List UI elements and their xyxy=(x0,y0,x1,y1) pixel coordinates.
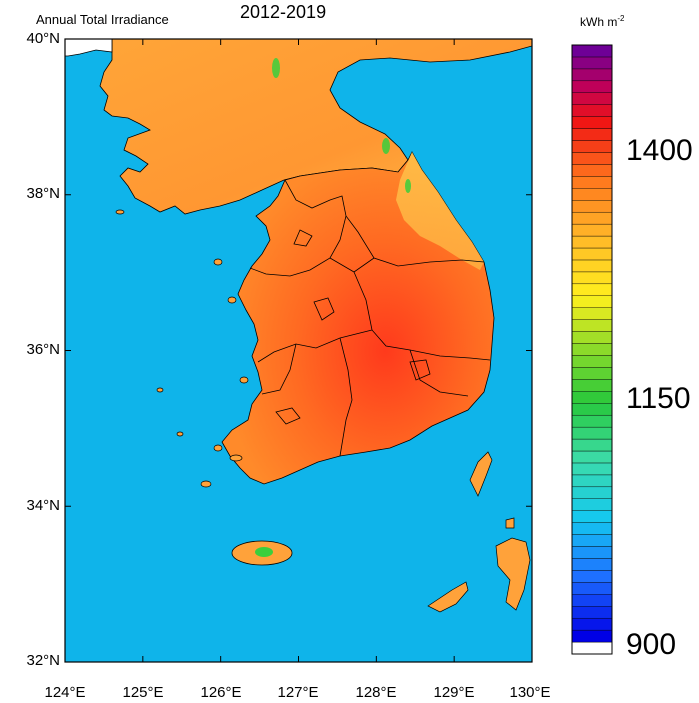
colorbar-band xyxy=(571,128,613,141)
colorbar-label: 900 xyxy=(626,628,677,661)
colorbar-band xyxy=(571,295,613,308)
colorbar-band xyxy=(571,403,613,416)
colorbar-band xyxy=(571,56,613,70)
colorbar-band xyxy=(571,438,613,452)
colorbar-band xyxy=(571,510,613,523)
colorbar-band xyxy=(571,116,613,129)
colorbar-frame xyxy=(571,44,613,655)
colorbar-band xyxy=(571,223,613,237)
colorbar-band xyxy=(571,414,613,428)
axis-ticks xyxy=(64,38,533,663)
unit-text: kWh m xyxy=(580,15,618,29)
province-boundaries xyxy=(249,179,491,457)
colorbar xyxy=(571,44,613,655)
colorbar-band xyxy=(571,211,613,225)
unit-exponent: -2 xyxy=(617,14,625,23)
colorbar-band xyxy=(571,522,613,535)
colorbar-band xyxy=(571,474,613,488)
colorbar-band xyxy=(571,271,613,285)
colorbar-band xyxy=(571,462,613,476)
colorbar-band xyxy=(571,140,613,153)
colorbar-band xyxy=(571,235,613,249)
colorbar-band xyxy=(571,44,613,58)
colorbar-band xyxy=(571,582,613,595)
colorbar-band xyxy=(571,570,613,583)
colorbar-band xyxy=(571,606,613,619)
colorbar-band xyxy=(571,486,613,499)
colorbar-band xyxy=(571,426,613,440)
colorbar-label: 1400 xyxy=(626,134,693,167)
jeju-peak xyxy=(255,547,273,557)
colorbar-band xyxy=(571,379,613,392)
lon-tick-label: 130°E xyxy=(509,684,551,701)
colorbar-band xyxy=(571,176,613,189)
colorbar-band xyxy=(571,617,613,631)
colorbar-band xyxy=(571,92,613,105)
colorbar-band xyxy=(571,331,613,344)
colorbar-band xyxy=(571,247,613,261)
colorbar-band xyxy=(571,307,613,320)
colorbar-band xyxy=(571,391,613,404)
lon-tick-label: 127°E xyxy=(277,684,319,701)
lon-tick-label: 124°E xyxy=(44,684,86,701)
colorbar-band xyxy=(571,283,613,296)
colorbar-band xyxy=(571,367,613,380)
colorbar-band xyxy=(571,450,613,464)
colorbar-band xyxy=(571,164,613,177)
colorbar-band xyxy=(571,68,613,82)
east-coast-band xyxy=(396,152,484,270)
colorbar-band xyxy=(571,641,613,655)
colorbar-band xyxy=(571,200,613,213)
colorbar-band xyxy=(571,629,613,643)
colorbar-band xyxy=(571,80,613,93)
north-landmass xyxy=(99,38,533,215)
lon-tick-label: 125°E xyxy=(122,684,164,701)
colorbar-band xyxy=(571,104,613,117)
lat-tick-label: 34°N xyxy=(26,497,60,514)
colorbar-band xyxy=(571,546,613,559)
lat-tick-label: 36°N xyxy=(26,341,60,358)
colorbar-band xyxy=(571,534,613,547)
islands xyxy=(115,209,531,613)
lat-tick-label: 32°N xyxy=(26,652,60,669)
colorbar-band xyxy=(571,188,613,201)
lon-tick-label: 129°E xyxy=(433,684,475,701)
colorbar-band xyxy=(571,558,613,571)
lon-tick-label: 126°E xyxy=(200,684,242,701)
colorbar-band xyxy=(571,498,613,511)
lon-tick-label: 128°E xyxy=(355,684,397,701)
lat-tick-label: 38°N xyxy=(26,185,60,202)
map-title: 2012-2019 xyxy=(240,2,327,22)
colorbar-band xyxy=(571,343,613,356)
forest-patches xyxy=(272,58,411,193)
map-subtitle: Annual Total Irradiance xyxy=(36,12,169,27)
colorbar-unit: kWh m-2 xyxy=(580,14,624,29)
colorbar-band xyxy=(571,319,613,332)
colorbar-band xyxy=(571,594,613,607)
colorbar-band xyxy=(571,152,613,165)
colorbar-band xyxy=(571,259,613,273)
colorbar-band xyxy=(571,355,613,368)
colorbar-label: 1150 xyxy=(626,382,691,415)
lat-tick-label: 40°N xyxy=(26,30,60,47)
